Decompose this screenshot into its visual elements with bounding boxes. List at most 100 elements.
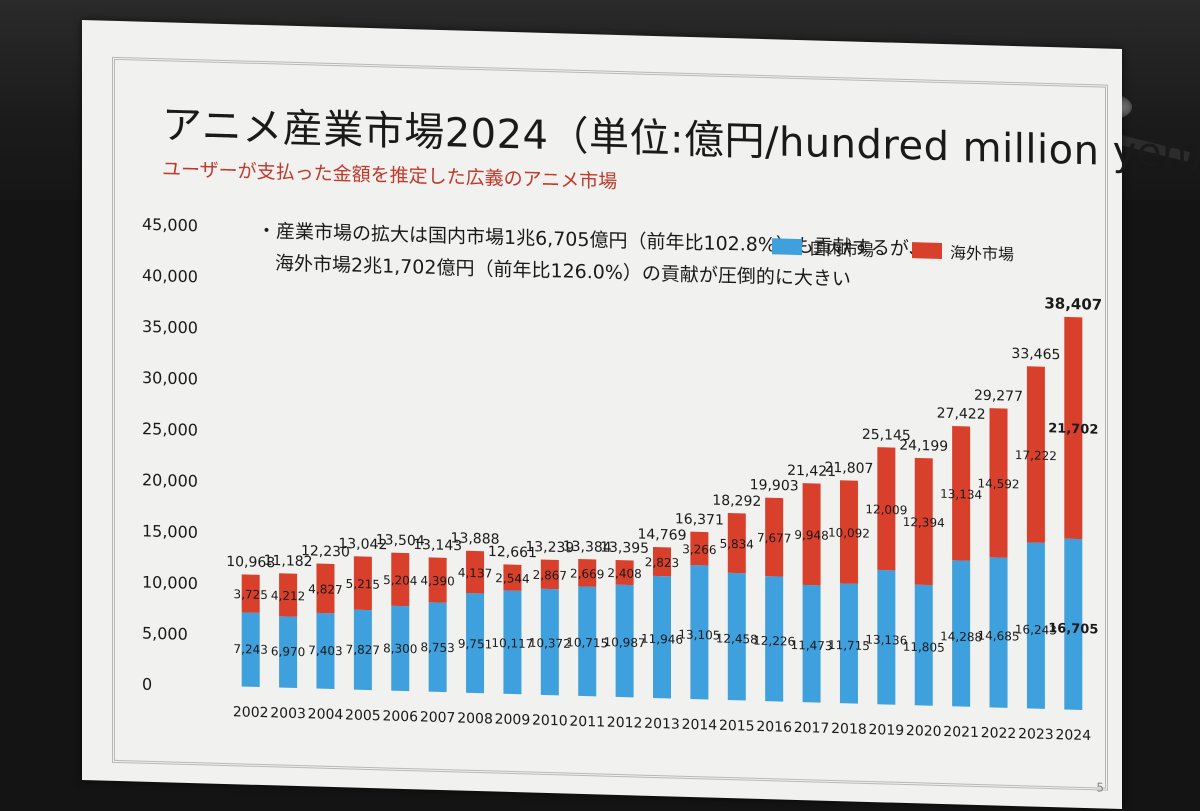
x-tick-label: 2003	[270, 705, 306, 722]
x-tick-label: 2014	[682, 717, 718, 734]
bar-domestic	[952, 560, 971, 707]
bar-overseas	[914, 457, 933, 586]
x-tick-label: 2023	[1018, 726, 1054, 743]
data-label-domestic: 16,243	[1015, 622, 1057, 637]
data-label-total: 18,292	[712, 493, 761, 510]
bar-domestic	[877, 569, 896, 705]
data-label-domestic: 11,715	[828, 638, 870, 653]
x-tick-label: 2009	[495, 712, 531, 729]
bar-domestic	[316, 612, 335, 690]
data-label-total: 13,239	[525, 539, 574, 556]
data-label-total: 38,407	[1044, 294, 1102, 314]
x-tick-label: 2018	[831, 721, 867, 738]
data-label-overseas: 4,390	[420, 574, 454, 589]
y-tick-label: 25,000	[142, 419, 198, 440]
data-label-total: 10,968	[226, 554, 275, 571]
data-label-overseas: 5,834	[720, 537, 754, 552]
bar-overseas	[466, 550, 485, 594]
x-tick-label: 2016	[756, 719, 792, 736]
x-tick-label: 2013	[644, 716, 680, 733]
bar-overseas	[391, 552, 410, 607]
data-label-overseas: 13,134	[940, 487, 982, 502]
bar-overseas	[839, 480, 858, 584]
projected-slide: アニメ産業市場2024（単位:億円/hundred million yen) ユ…	[82, 20, 1200, 810]
bar-domestic	[241, 612, 260, 687]
data-label-domestic: 11,946	[641, 632, 683, 647]
bar-domestic	[653, 575, 671, 699]
bar-overseas	[540, 559, 559, 590]
bar-domestic	[503, 590, 522, 695]
x-tick-label: 2010	[532, 713, 568, 730]
bar-overseas	[428, 557, 447, 603]
bar-overseas	[353, 556, 372, 611]
data-label-total: 33,465	[1011, 346, 1060, 363]
data-label-overseas: 2,823	[645, 555, 679, 570]
bar-domestic	[466, 593, 485, 694]
bar-domestic	[615, 584, 634, 698]
data-label-domestic: 16,705	[1048, 621, 1098, 637]
data-label-total: 27,422	[937, 406, 986, 423]
x-tick-label: 2008	[457, 710, 493, 727]
data-label-total: 13,888	[451, 530, 500, 547]
bar-overseas	[1064, 316, 1083, 540]
x-tick-label: 2019	[869, 722, 905, 739]
data-label-total: 12,230	[301, 543, 350, 560]
bar-domestic	[727, 572, 746, 701]
data-label-total: 19,903	[750, 477, 799, 494]
data-label-total: 13,384	[563, 539, 612, 556]
x-tick-label: 2011	[569, 714, 605, 731]
bar-overseas	[690, 531, 709, 566]
data-label-total: 12,661	[488, 544, 537, 561]
bar-overseas	[503, 564, 522, 591]
y-tick-label: 5,000	[142, 624, 188, 644]
data-label-overseas: 14,592	[978, 476, 1020, 491]
bar-domestic	[690, 565, 709, 700]
data-label-total: 16,371	[675, 511, 724, 528]
bar-overseas	[615, 559, 634, 586]
bar-domestic	[802, 584, 821, 703]
data-label-overseas: 9,948	[794, 528, 828, 543]
data-label-total: 13,042	[338, 536, 387, 553]
bar-overseas	[877, 447, 896, 571]
bar-domestic	[1064, 538, 1083, 710]
data-label-domestic: 13,105	[678, 627, 720, 642]
data-label-overseas: 4,137	[458, 566, 492, 581]
data-label-domestic: 8,753	[420, 640, 454, 655]
data-label-domestic: 12,226	[753, 634, 795, 649]
bar-domestic	[914, 584, 933, 706]
data-label-total: 13,504	[376, 532, 425, 549]
x-tick-label: 2012	[607, 715, 643, 732]
stacked-bar-chart: 0 5,000 10,000 15,000 20,000 25,000 30,000 35,0…	[142, 215, 1102, 745]
data-label-overseas: 5,215	[346, 577, 380, 592]
y-tick-label: 20,000	[142, 470, 198, 491]
x-tick-label: 2022	[981, 725, 1017, 742]
bar-overseas	[727, 513, 746, 574]
data-label-total: 13,143	[413, 537, 462, 554]
data-label-overseas: 21,702	[1048, 421, 1098, 437]
bar-overseas	[802, 483, 821, 586]
data-label-overseas: 4,212	[271, 589, 305, 604]
bar-domestic	[353, 609, 372, 691]
data-label-domestic: 8,300	[383, 641, 417, 656]
y-tick-label: 40,000	[142, 266, 198, 287]
data-label-total: 14,769	[638, 527, 687, 544]
x-tick-label: 2024	[1055, 727, 1091, 744]
data-label-overseas: 10,092	[828, 526, 870, 541]
y-tick-label: 45,000	[142, 215, 198, 236]
x-tick-label: 2002	[233, 704, 269, 721]
data-label-overseas: 12,394	[903, 515, 945, 530]
data-label-overseas: 7,677	[757, 531, 791, 546]
data-label-domestic: 7,243	[234, 642, 268, 657]
data-label-overseas: 5,204	[383, 573, 417, 588]
data-label-overseas: 2,867	[533, 568, 567, 583]
x-tick-label: 2015	[719, 718, 755, 735]
y-tick-label: 15,000	[142, 521, 198, 542]
y-tick-label: 35,000	[142, 317, 198, 338]
data-label-domestic: 10,987	[604, 635, 646, 650]
x-tick-label: 2005	[345, 707, 381, 724]
bar-domestic	[989, 557, 1008, 708]
data-label-domestic: 12,458	[716, 631, 758, 646]
data-label-overseas: 17,222	[1015, 448, 1057, 463]
data-label-domestic: 10,117	[491, 636, 533, 651]
page-number: 5	[1096, 780, 1104, 795]
